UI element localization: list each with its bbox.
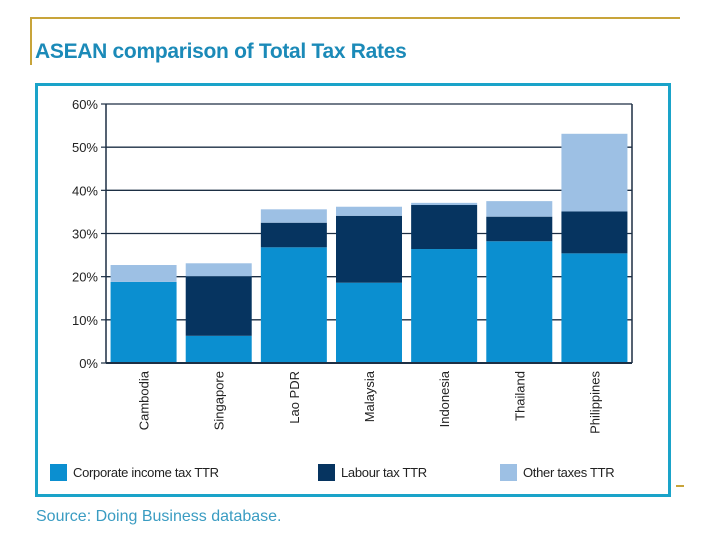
source-note: Source: Doing Business database.	[36, 508, 282, 525]
bar-segment	[336, 282, 402, 363]
x-tick-label: Indonesia	[437, 370, 452, 427]
bar-segment	[561, 253, 628, 363]
x-tick-label: Cambodia	[137, 370, 152, 430]
legend-swatch-labour	[318, 464, 335, 481]
legend-label-corporate: Corporate income tax TTR	[73, 465, 219, 480]
bar-segment	[260, 209, 327, 223]
y-tick-label: 10%	[72, 313, 98, 328]
y-tick-label: 60%	[72, 97, 98, 112]
bar-segment	[110, 281, 177, 363]
bar-segment	[260, 247, 327, 363]
x-tick-label: Lao PDR	[287, 371, 302, 424]
slide-title: ASEAN comparison of Total Tax Rates	[35, 40, 407, 63]
bar-segment	[411, 205, 478, 250]
y-tick-label: 20%	[72, 270, 98, 285]
bar-segment	[185, 276, 252, 336]
y-tick-label: 40%	[72, 183, 98, 198]
bar-segment	[185, 263, 252, 277]
legend: Corporate income tax TTR Labour tax TTR …	[50, 464, 650, 484]
x-tick-label: Philippines	[587, 371, 602, 434]
bar-segment	[561, 211, 628, 254]
y-tick-labels: 0% 10% 20% 30% 40% 50% 60%	[72, 97, 98, 371]
legend-swatch-corporate	[50, 464, 67, 481]
legend-item-labour: Labour tax TTR	[318, 464, 427, 481]
bar-segment	[336, 215, 402, 283]
decorative-dash	[676, 485, 684, 487]
top-decorative-rule	[30, 17, 680, 19]
legend-label-labour: Labour tax TTR	[341, 465, 427, 480]
x-tick-label: Singapore	[212, 371, 227, 430]
legend-item-other: Other taxes TTR	[500, 464, 615, 481]
y-tick-label: 30%	[72, 227, 98, 242]
bar-segment	[486, 201, 553, 217]
bar-segment	[411, 249, 478, 363]
bar-segment	[260, 222, 327, 248]
legend-item-corporate: Corporate income tax TTR	[50, 464, 219, 481]
bar-segment	[486, 216, 553, 242]
left-decorative-rule	[30, 17, 32, 65]
x-tick-label: Malaysia	[362, 370, 377, 422]
y-tick-label: 0%	[79, 356, 98, 371]
axes	[101, 103, 633, 364]
bar-segment	[486, 241, 553, 363]
legend-label-other: Other taxes TTR	[523, 465, 615, 480]
legend-swatch-other	[500, 464, 517, 481]
bar-segment	[110, 265, 177, 282]
bar-segment	[561, 133, 628, 212]
x-tick-labels: Cambodia Singapore Lao PDR Malaysia Indonesi…	[137, 370, 603, 434]
bar-segment	[336, 206, 402, 216]
y-tick-label: 50%	[72, 140, 98, 155]
bars	[110, 133, 628, 363]
bar-segment	[185, 335, 252, 363]
x-tick-label: Thailand	[512, 371, 527, 421]
bar-segment	[411, 202, 478, 206]
